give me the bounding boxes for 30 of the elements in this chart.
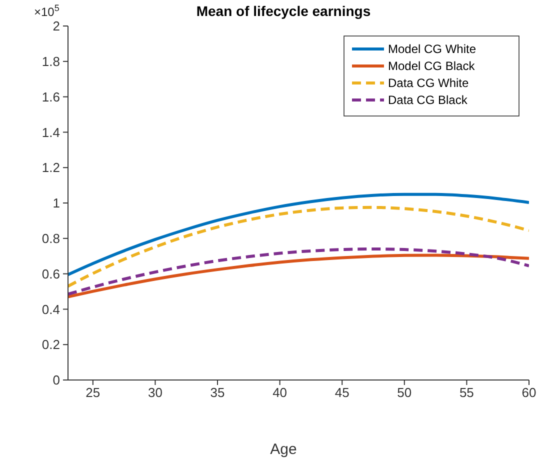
y-tick-label: 0.6	[42, 266, 60, 282]
y-tick-label: 0	[52, 372, 60, 388]
text: ×10$^{5}$	[34, 3, 60, 19]
x-tick-label: 50	[397, 385, 412, 400]
legend-label: Model CG White	[388, 42, 476, 56]
line-series	[68, 192, 529, 276]
x-tick-label: 30	[148, 385, 162, 400]
legend-label: Data CG Black	[388, 93, 468, 107]
y-tick-label: 0.2	[42, 337, 60, 352]
line-series	[68, 248, 529, 296]
x-tick-label: 55	[459, 385, 474, 400]
y-tick-label: 1.8	[42, 54, 60, 70]
y-tick-label: 2	[52, 18, 60, 34]
x-tick-label: 60	[522, 385, 536, 400]
x-tick-label: 45	[334, 385, 350, 400]
line-series	[68, 254, 529, 298]
x-axis-title: Age	[270, 441, 297, 458]
y-tick-label: 1.6	[42, 89, 60, 104]
x-tick-label: 35	[210, 385, 225, 400]
y-tick-label: 0.8	[42, 231, 60, 246]
legend-label: Data CG White	[388, 76, 470, 90]
line-series	[68, 206, 529, 288]
y-tick-label: 1.2	[42, 160, 60, 176]
y-tick-label: 1	[52, 196, 60, 211]
legend-label: Model CG Black	[388, 59, 476, 73]
chart-title: Mean of lifecycle earnings	[196, 3, 371, 19]
x-tick-label: 40	[272, 385, 288, 400]
y-tick-label: 0.4	[42, 302, 60, 317]
y-tick-label: 1.4	[42, 124, 60, 140]
x-tick-label: 25	[86, 385, 100, 400]
